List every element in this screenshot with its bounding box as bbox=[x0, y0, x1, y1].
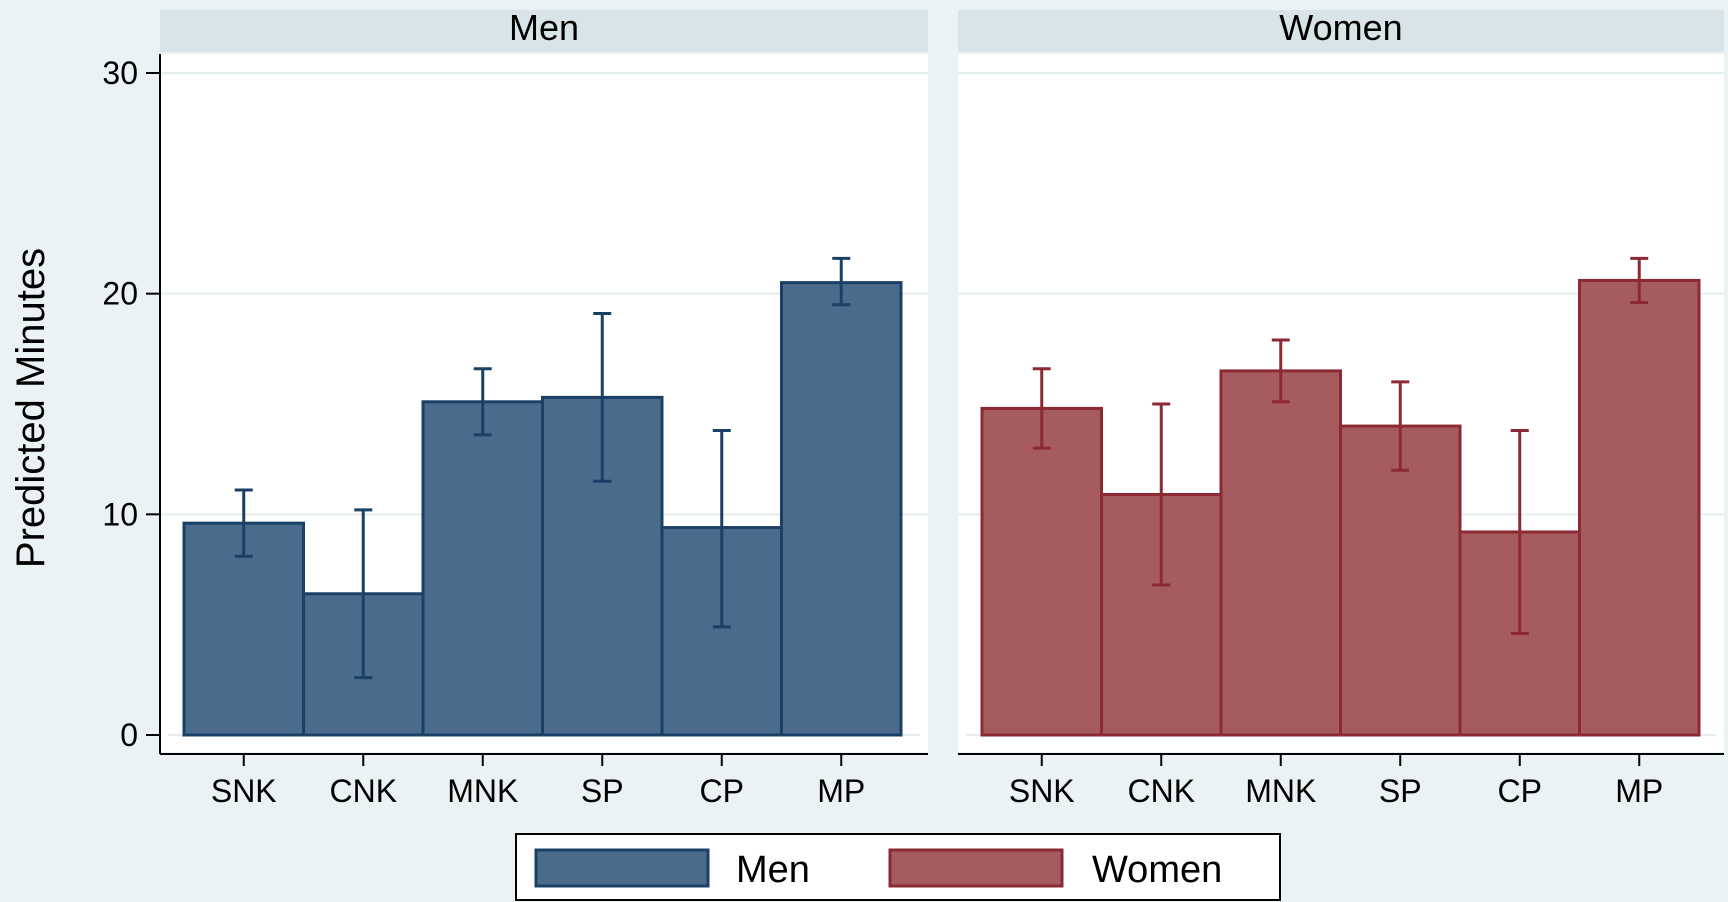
bar-women-mp bbox=[1578, 278, 1701, 737]
error-bar-women-mnk bbox=[1271, 338, 1290, 404]
x-tick-label: MNK bbox=[1245, 773, 1316, 809]
error-bar-men-cp bbox=[712, 428, 731, 629]
x-tick-label: MP bbox=[817, 773, 865, 809]
x-tick-label: CNK bbox=[329, 773, 397, 809]
legend-label: Women bbox=[1092, 849, 1222, 891]
x-tick-label: MNK bbox=[447, 773, 518, 809]
x-tick-label: SNK bbox=[1009, 773, 1075, 809]
bar-men-snk bbox=[182, 521, 305, 737]
x-tick-label: SP bbox=[581, 773, 624, 809]
error-bar-women-snk bbox=[1032, 367, 1051, 450]
legend-entry-men: Men bbox=[534, 848, 810, 891]
bar-men-mp bbox=[780, 281, 903, 737]
legend-entry-women: Women bbox=[888, 848, 1222, 891]
legend-swatch bbox=[888, 848, 1064, 888]
panel-men: Men SNK CNK MNK SP CP MP bbox=[160, 7, 928, 809]
error-bar-men-mnk bbox=[473, 367, 492, 437]
panels-layer: Men SNK CNK MNK SP CP MP Women SNK CNK MNK SP CP MP bbox=[160, 7, 1724, 809]
x-tick-label: CP bbox=[700, 773, 744, 809]
x-tick-label: CNK bbox=[1127, 773, 1195, 809]
x-tick-label: SNK bbox=[211, 773, 277, 809]
legend-label: Men bbox=[736, 849, 810, 891]
legend: Men Women bbox=[515, 833, 1281, 901]
panel-title: Men bbox=[509, 7, 579, 48]
panel-women: Women SNK CNK MNK SP CP MP bbox=[958, 7, 1724, 809]
bar-women-sp bbox=[1339, 424, 1462, 737]
error-bar-men-cnk bbox=[354, 508, 373, 680]
x-tick-label: SP bbox=[1379, 773, 1422, 809]
panel-header bbox=[958, 10, 1724, 52]
error-bar-men-snk bbox=[234, 488, 253, 558]
x-tick-label: CP bbox=[1498, 773, 1542, 809]
panel-title: Women bbox=[1279, 7, 1402, 48]
error-bar-men-mp bbox=[832, 256, 851, 307]
y-tick-label: 20 bbox=[102, 276, 138, 312]
legend-swatch bbox=[534, 848, 710, 888]
bar-men-mnk bbox=[421, 400, 544, 737]
bar-women-snk bbox=[980, 406, 1103, 737]
error-bar-women-sp bbox=[1391, 380, 1410, 472]
error-bar-women-cp bbox=[1510, 428, 1529, 635]
bar-women-mnk bbox=[1219, 369, 1342, 737]
y-axis: 0 10 20 30 bbox=[102, 54, 161, 754]
y-tick-label: 30 bbox=[102, 55, 138, 91]
error-bar-women-mp bbox=[1630, 256, 1649, 304]
x-tick-label: MP bbox=[1615, 773, 1663, 809]
y-axis-label: Predicted Minutes bbox=[9, 248, 53, 568]
y-tick-label: 0 bbox=[120, 717, 138, 753]
error-bar-men-sp bbox=[593, 312, 612, 483]
error-bar-women-cnk bbox=[1152, 402, 1171, 587]
y-tick-label: 10 bbox=[102, 496, 138, 532]
panel-header bbox=[160, 10, 928, 52]
